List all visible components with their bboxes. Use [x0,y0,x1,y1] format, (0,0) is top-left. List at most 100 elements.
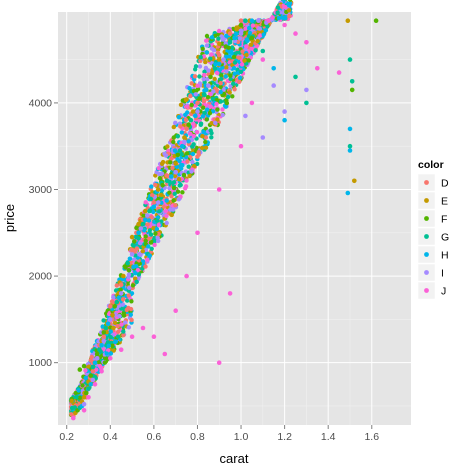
data-point-F [208,74,213,80]
data-point-cloud [156,222,161,228]
data-point-H [88,382,93,387]
data-point-F [197,96,202,101]
data-point-cloud [83,368,88,373]
data-point-H [99,343,104,348]
x-axis-title: carat [220,451,249,466]
data-point-cloud [171,185,177,191]
data-point-cloud [220,37,226,43]
data-point-G [212,66,218,71]
data-point-cloud [211,48,217,53]
data-point-cloud [159,219,164,224]
data-point-cloud [120,297,126,302]
data-point-cloud [118,287,123,292]
y-tick-label: 2000 [29,271,53,283]
data-point-cloud [143,238,148,244]
data-point-cloud [227,49,232,54]
data-point-cloud [170,165,175,170]
data-point-D [129,247,135,253]
data-point-cloud [214,101,219,107]
data-point-J [86,395,91,400]
x-tick-label: 1.6 [364,431,379,443]
data-point-cloud [211,89,216,94]
data-point-J [118,347,124,353]
data-point-cloud [191,164,197,169]
data-point-F [186,122,191,127]
data-point-cloud [189,102,194,108]
data-point-cloud [193,92,198,97]
data-point-cloud [108,335,114,340]
data-point-E [136,221,141,227]
data-point-I [260,135,266,140]
data-point-cloud [150,193,155,198]
legend-label: I [441,268,444,280]
data-point-J [184,273,189,279]
data-point-F [101,330,107,335]
data-point-cloud [237,79,242,85]
data-point-cloud [148,240,154,245]
data-point-cloud [188,131,193,137]
data-point-cloud [201,76,206,82]
data-point-cloud [204,107,210,112]
data-point-E [81,395,87,400]
data-point-I [282,109,287,114]
data-point-cloud [133,271,138,276]
data-point-D [101,334,107,340]
data-point-cloud [153,231,158,236]
data-point-cloud [179,166,184,171]
data-point-cloud [111,295,116,300]
data-point-cloud [245,38,250,43]
data-point-cloud [266,18,271,23]
data-point-E [234,27,239,32]
data-point-cloud [228,76,233,82]
data-point-I [129,252,135,257]
data-point-cloud [171,198,176,203]
data-point-cloud [215,117,220,122]
data-point-J [336,70,342,75]
data-point-cloud [173,203,178,208]
legend-key-dot [424,180,429,185]
data-point-cloud [202,69,207,75]
legend-title: color [418,159,444,171]
data-point-cloud [178,102,184,108]
data-point-I [108,317,113,322]
data-point-cloud [117,313,122,319]
data-point-cloud [230,45,235,50]
data-point-cloud [116,329,121,334]
data-point-cloud [204,33,210,39]
data-point-cloud [238,69,244,75]
data-point-cloud [153,182,158,188]
data-point-cloud [151,209,156,215]
data-point-cloud [199,145,205,151]
data-point-G [103,325,109,331]
data-point-cloud [218,99,224,104]
data-point-G [227,40,233,45]
data-point-I [182,139,187,145]
data-point-D [118,282,124,288]
data-point-cloud [246,58,251,63]
data-point-cloud [172,191,177,196]
data-point-D [238,18,244,24]
data-point-cloud [201,129,206,135]
data-point-cloud [220,107,225,112]
data-point-cloud [183,186,188,191]
data-point-cloud [134,279,139,284]
data-point-cloud [126,293,131,298]
data-point-F [160,182,165,188]
data-point-cloud [213,33,218,38]
data-point-cloud [286,8,292,13]
data-point-G [164,178,170,184]
data-point-F [123,265,128,270]
data-point-cloud [189,169,194,174]
x-tick-label: 0.4 [103,431,118,443]
legend-label: E [441,196,448,208]
data-point-cloud [101,318,106,323]
data-point-cloud [187,173,192,179]
data-point-F [88,373,93,378]
data-point-cloud [198,55,203,60]
data-point-cloud [168,160,173,165]
data-point-cloud [237,75,243,81]
data-point-cloud [209,35,215,40]
data-point-E [155,187,161,192]
data-point-H [203,87,209,93]
data-point-cloud [176,197,181,202]
